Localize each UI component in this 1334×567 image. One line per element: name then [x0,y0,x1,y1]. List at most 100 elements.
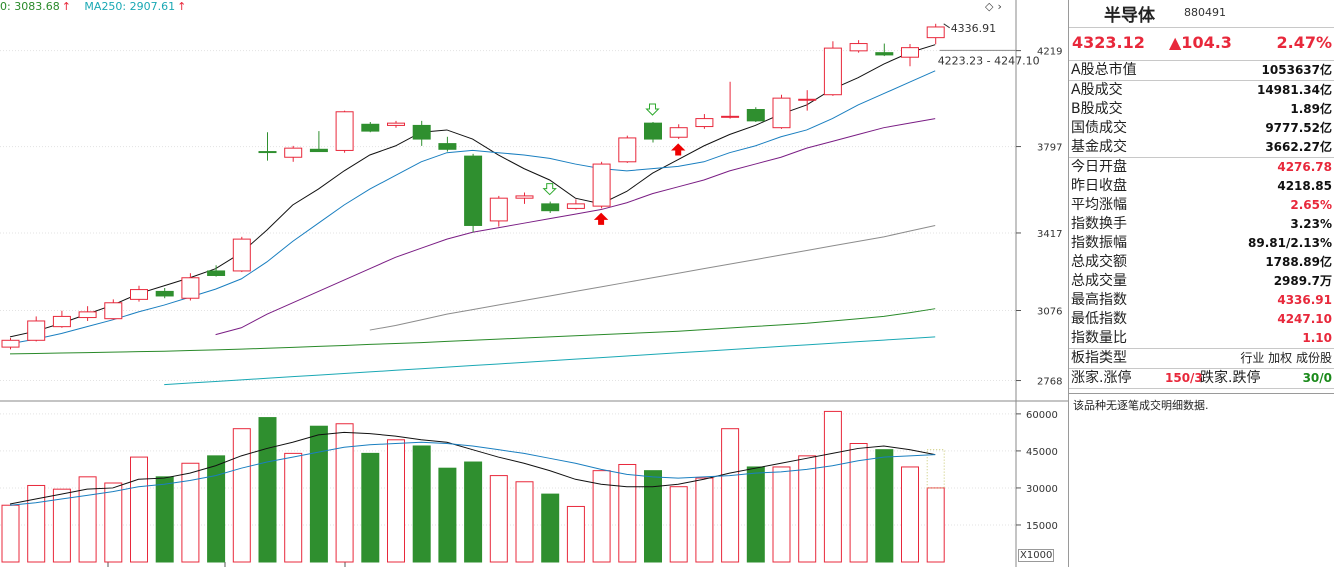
volume-bar [566,505,585,563]
ma60-up-arrow-icon: ↑ [61,0,71,13]
candle-body [104,302,123,320]
stat-value: 3662.27亿 [1265,140,1332,154]
stat-label: 今日开盘 [1071,159,1127,175]
stat-row: 最高指数 4336.91 [1069,291,1334,310]
volume-bar [1,504,20,563]
ma250-legend: MA250: 2907.61 [84,0,176,13]
stat-value: 4276.78 [1277,160,1332,174]
high-annotation: 4336.91 [951,22,997,35]
candle-body [130,289,148,300]
stat-row: B股成交 1.89亿 [1069,100,1334,119]
candle-body [258,151,277,154]
volume-bar [926,487,945,563]
volume-bar [130,456,148,563]
ma10-line [9,70,936,345]
candle-body [592,163,611,207]
volume-bar [155,476,174,563]
price-tick-label: 2768 [1037,377,1062,388]
volume-bar [284,452,303,563]
candle-body [207,270,226,276]
price-tick-label: 3417 [1037,229,1062,240]
volume-bar [618,463,637,563]
volume-projection [926,449,945,489]
stock-header: 半导体 880491 [1069,0,1334,28]
volume-bar [181,462,200,563]
stat-row: 平均涨幅 2.65% [1069,196,1334,215]
stat-label: 昨日收盘 [1071,178,1127,194]
candle-body [78,311,97,319]
buy-signal-icon [670,143,686,156]
volume-bar [772,466,791,563]
ma250-line [164,336,936,386]
stat-value[interactable]: 行业 加权 成份股 [1240,351,1332,365]
chart-area[interactable]: 4219 3797 3417 3076 2768 60000 45000 30000 15000… [0,0,1068,567]
kline-chart[interactable]: 4219 3797 3417 3076 2768 60000 45000 30000 15000… [0,0,1068,567]
stat-value: 1053637亿 [1261,63,1332,77]
stat-label: 总成交量 [1071,273,1127,289]
volume-bar [78,476,97,563]
ma20-line [215,118,936,336]
chart-corner-controls: ◇ › [985,0,1006,13]
candle-body [284,147,303,158]
volume-bar [721,428,740,563]
volume-bar [541,493,560,563]
stat-value: 4218.85 [1277,179,1332,193]
stat-label: 国债成交 [1071,120,1127,136]
stat-row: A股总市值 1053637亿 [1069,61,1334,81]
candle-body [798,98,817,101]
volume-bar [849,443,868,563]
candle-body [926,26,945,39]
candle-body [875,52,894,56]
volume-tick-label: 15000 [1026,521,1058,532]
stat-label: B股成交 [1071,101,1123,117]
candle-body [412,124,431,140]
stat-value: 4336.91 [1277,293,1332,307]
stock-name: 半导体 [1104,6,1155,26]
volume-bar [669,486,688,563]
stat-row: 基金成交 3662.27亿 [1069,138,1334,158]
price-tick-label: 4219 [1037,47,1062,58]
diamond-icon[interactable]: ◇ [985,0,994,13]
volume-bar [27,484,46,563]
stat-value: 2.65% [1290,198,1332,212]
stat-row: 国债成交 9777.52亿 [1069,119,1334,138]
vol_ma10-line [9,441,936,506]
candle-body [52,315,71,328]
stat-row: 总成交量 2989.7万 [1069,272,1334,291]
candle-body [669,127,688,138]
stat-label: 指数量比 [1071,330,1127,346]
candle-body [644,122,662,140]
candle-body [438,143,457,150]
stat-label: 最高指数 [1071,292,1127,308]
stats-list: A股总市值 1053637亿 A股成交 14981.34亿 B股成交 1.89亿 国债成交 9… [1069,61,1334,369]
volume-unit-label: X1000 [1018,549,1055,562]
ma60-line [9,308,936,355]
stat-value: 2989.7万 [1273,274,1332,288]
candle-body [566,203,585,209]
stat-row: 指数量比 1.10 [1069,329,1334,349]
stat-row: 今日开盘 4276.78 [1069,158,1334,177]
stat-label: 基金成交 [1071,139,1127,155]
chevron-right-icon[interactable]: › [997,0,1002,13]
range-annotation: 4223.23 - 4247.10 [938,54,1040,67]
candle-body [464,155,483,226]
volume-bar [875,449,894,563]
candle-body [772,97,791,129]
volume-bar [489,475,508,563]
stat-row: 昨日收盘 4218.85 [1069,177,1334,196]
quote-info-panel: 半导体 880491 4323.12 ▲104.3 2.47% A股总市值 105… [1068,0,1334,567]
volume-bar [464,461,483,563]
buy-signal-icon [593,212,609,225]
advancers-value: 150/3 [1165,371,1203,385]
stat-label: A股总市值 [1071,62,1137,78]
volume-bar [52,488,71,563]
candle-body [489,197,508,222]
candle-body [541,203,560,212]
ma60-legend: 0: 3083.68 [0,0,60,13]
candle-body [1,339,20,348]
volume-bar [695,477,714,563]
stat-row: 板指类型 行业 加权 成份股 [1069,349,1334,369]
ma30-line [369,224,936,331]
volume-bar [207,455,226,563]
candle-body [181,277,200,299]
